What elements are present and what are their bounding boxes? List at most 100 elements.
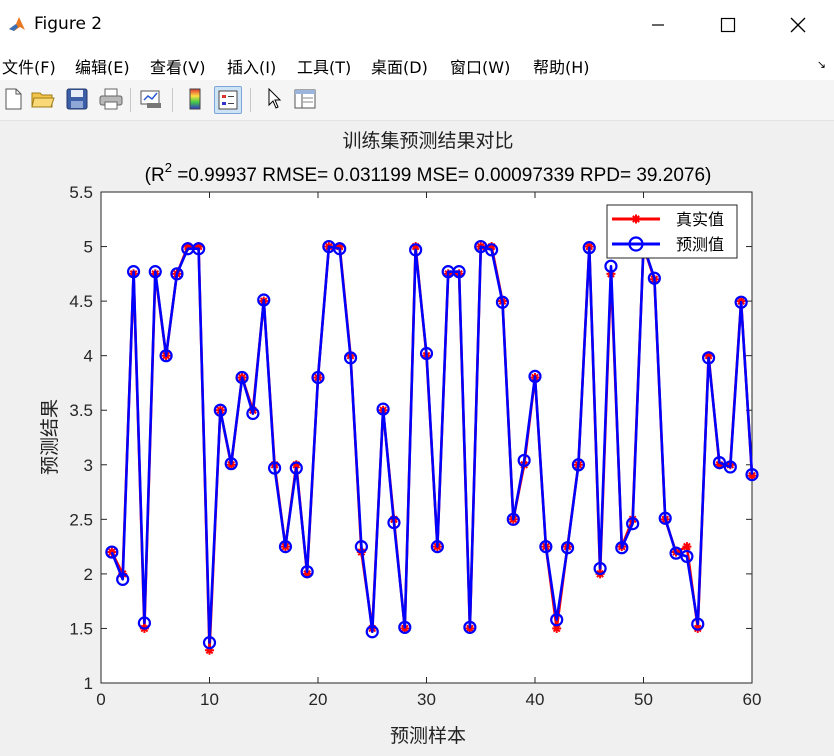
- predicted-value-point: [246, 406, 260, 421]
- predicted-value-point: [376, 402, 390, 416]
- insert-legend-button[interactable]: [214, 86, 242, 114]
- y-axis-label: 预测结果: [39, 399, 61, 475]
- true-value-point: [682, 542, 692, 552]
- predicted-value-point: [116, 572, 130, 586]
- predicted-value-point: [658, 511, 672, 525]
- predicted-value-point: [300, 565, 314, 579]
- menu-tools[interactable]: 工具(T): [297, 58, 352, 77]
- predicted-value-point: [506, 512, 520, 526]
- predicted-value-point: [550, 613, 564, 627]
- x-tick-label: 60: [743, 690, 762, 709]
- predicted-value-point: [430, 540, 444, 554]
- minimize-button[interactable]: [638, 8, 678, 42]
- legend-box: [606, 204, 738, 259]
- predicted-value-point: [365, 625, 379, 639]
- maximize-icon: [720, 17, 736, 33]
- new-figure-button[interactable]: [0, 86, 26, 112]
- legend-icon: [218, 90, 238, 110]
- window-title: Figure 2: [34, 14, 103, 34]
- y-tick-label: 2: [84, 565, 93, 584]
- x-tick-label: 10: [200, 690, 219, 709]
- predicted-value-point: [224, 457, 238, 471]
- predicted-value-point: [289, 461, 303, 475]
- close-button[interactable]: [778, 8, 818, 42]
- predicted-value-point: [691, 617, 705, 631]
- predicted-value-point: [105, 545, 119, 559]
- edit-plot-button[interactable]: [262, 86, 288, 112]
- menu-edit[interactable]: 编辑(E): [75, 58, 130, 77]
- predicted-value-point: [571, 458, 586, 472]
- predicted-value-point: [485, 243, 499, 257]
- predicted-value-point: [278, 540, 293, 554]
- new-figure-icon: [5, 88, 22, 110]
- x-tick-label: 20: [309, 690, 328, 709]
- y-tick-label: 3.5: [69, 401, 93, 420]
- chart: 训练集预测结果对比 (R2 =0.99937 RMSE= 0.031199 MS…: [39, 130, 762, 747]
- predicted-value-point: [701, 351, 716, 365]
- menu-insert[interactable]: 插入(I): [227, 58, 277, 77]
- predicted-value-point: [647, 271, 661, 285]
- chart-subtitle: (R2 =0.99937 RMSE= 0.031199 MSE= 0.00097…: [145, 160, 712, 186]
- predicted-value-point: [343, 351, 358, 365]
- y-tick-label: 4: [84, 347, 93, 366]
- predicted-value-point: [398, 620, 412, 634]
- menu-desktop[interactable]: 桌面(D): [371, 58, 428, 77]
- predicted-value-point: [582, 241, 596, 255]
- toolbar-separator: [172, 88, 173, 112]
- close-icon: [790, 17, 806, 33]
- legend-asterisk: [631, 214, 641, 224]
- property-inspector-button[interactable]: [292, 86, 318, 112]
- x-axis-label: 预测样本: [390, 725, 466, 747]
- legend-label-pred: 预测值: [676, 236, 724, 254]
- menu-view[interactable]: 查看(V): [150, 58, 206, 77]
- predicted-value-point: [604, 259, 618, 273]
- legend-label-true: 真实值: [676, 211, 724, 229]
- legend-marker-asterisk: [631, 214, 641, 224]
- figure-canvas: 训练集预测结果对比 (R2 =0.99937 RMSE= 0.031199 MS…: [0, 121, 834, 752]
- minimize-icon: [652, 24, 664, 26]
- predicted-value-point: [354, 540, 368, 554]
- predicted-value-point: [593, 561, 607, 576]
- predicted-value-point: [257, 293, 271, 307]
- predicted-value-point: [387, 516, 401, 530]
- predicted-value-point: [213, 403, 227, 417]
- predicted-value-point: [745, 467, 759, 482]
- toolbar-separator: [130, 88, 131, 112]
- menu-window[interactable]: 窗口(W): [450, 58, 511, 77]
- dock-arrow-icon[interactable]: ↘: [816, 58, 826, 71]
- y-tick-label: 5: [84, 238, 93, 257]
- menu-file[interactable]: 文件(F): [2, 58, 56, 77]
- predicted-value-point: [192, 242, 206, 256]
- predicted-value-point: [560, 541, 575, 555]
- predicted-value-point: [137, 616, 151, 630]
- colorbar-icon: [189, 88, 201, 110]
- link-plot-button[interactable]: [138, 86, 164, 112]
- open-file-button[interactable]: [30, 86, 56, 112]
- print-button[interactable]: [98, 86, 124, 112]
- predicted-value-point: [268, 461, 282, 475]
- y-tick-label: 2.5: [69, 510, 93, 529]
- predicted-value-point: [539, 540, 553, 554]
- menu-bar: 文件(F) 编辑(E) 查看(V) 插入(I) 工具(T) 桌面(D) 窗口(W…: [0, 50, 834, 80]
- y-tick-label: 1.5: [69, 619, 93, 638]
- predicted-value-point: [626, 517, 640, 531]
- insert-colorbar-button[interactable]: [182, 86, 208, 112]
- predicted-value-point: [126, 265, 141, 279]
- save-disk-icon: [66, 88, 88, 110]
- maximize-button[interactable]: [708, 8, 748, 42]
- predicted-value-point: [528, 369, 542, 383]
- x-tick-label: 0: [96, 690, 105, 709]
- save-button[interactable]: [64, 86, 90, 112]
- predicted-value-point: [409, 243, 423, 257]
- predicted-value-point: [148, 265, 162, 279]
- open-folder-icon: [31, 92, 55, 108]
- legend[interactable]: 真实值 预测值: [606, 204, 738, 259]
- menu-help[interactable]: 帮助(H): [533, 58, 590, 77]
- predicted-value-point: [202, 636, 217, 650]
- property-inspector-icon: [294, 89, 316, 109]
- matlab-logo-icon: [9, 17, 25, 31]
- predicted-value-point: [463, 620, 477, 634]
- predicted-value-point: [419, 346, 434, 361]
- y-tick-label: 5.5: [69, 183, 93, 202]
- predicted-value-point: [452, 265, 466, 279]
